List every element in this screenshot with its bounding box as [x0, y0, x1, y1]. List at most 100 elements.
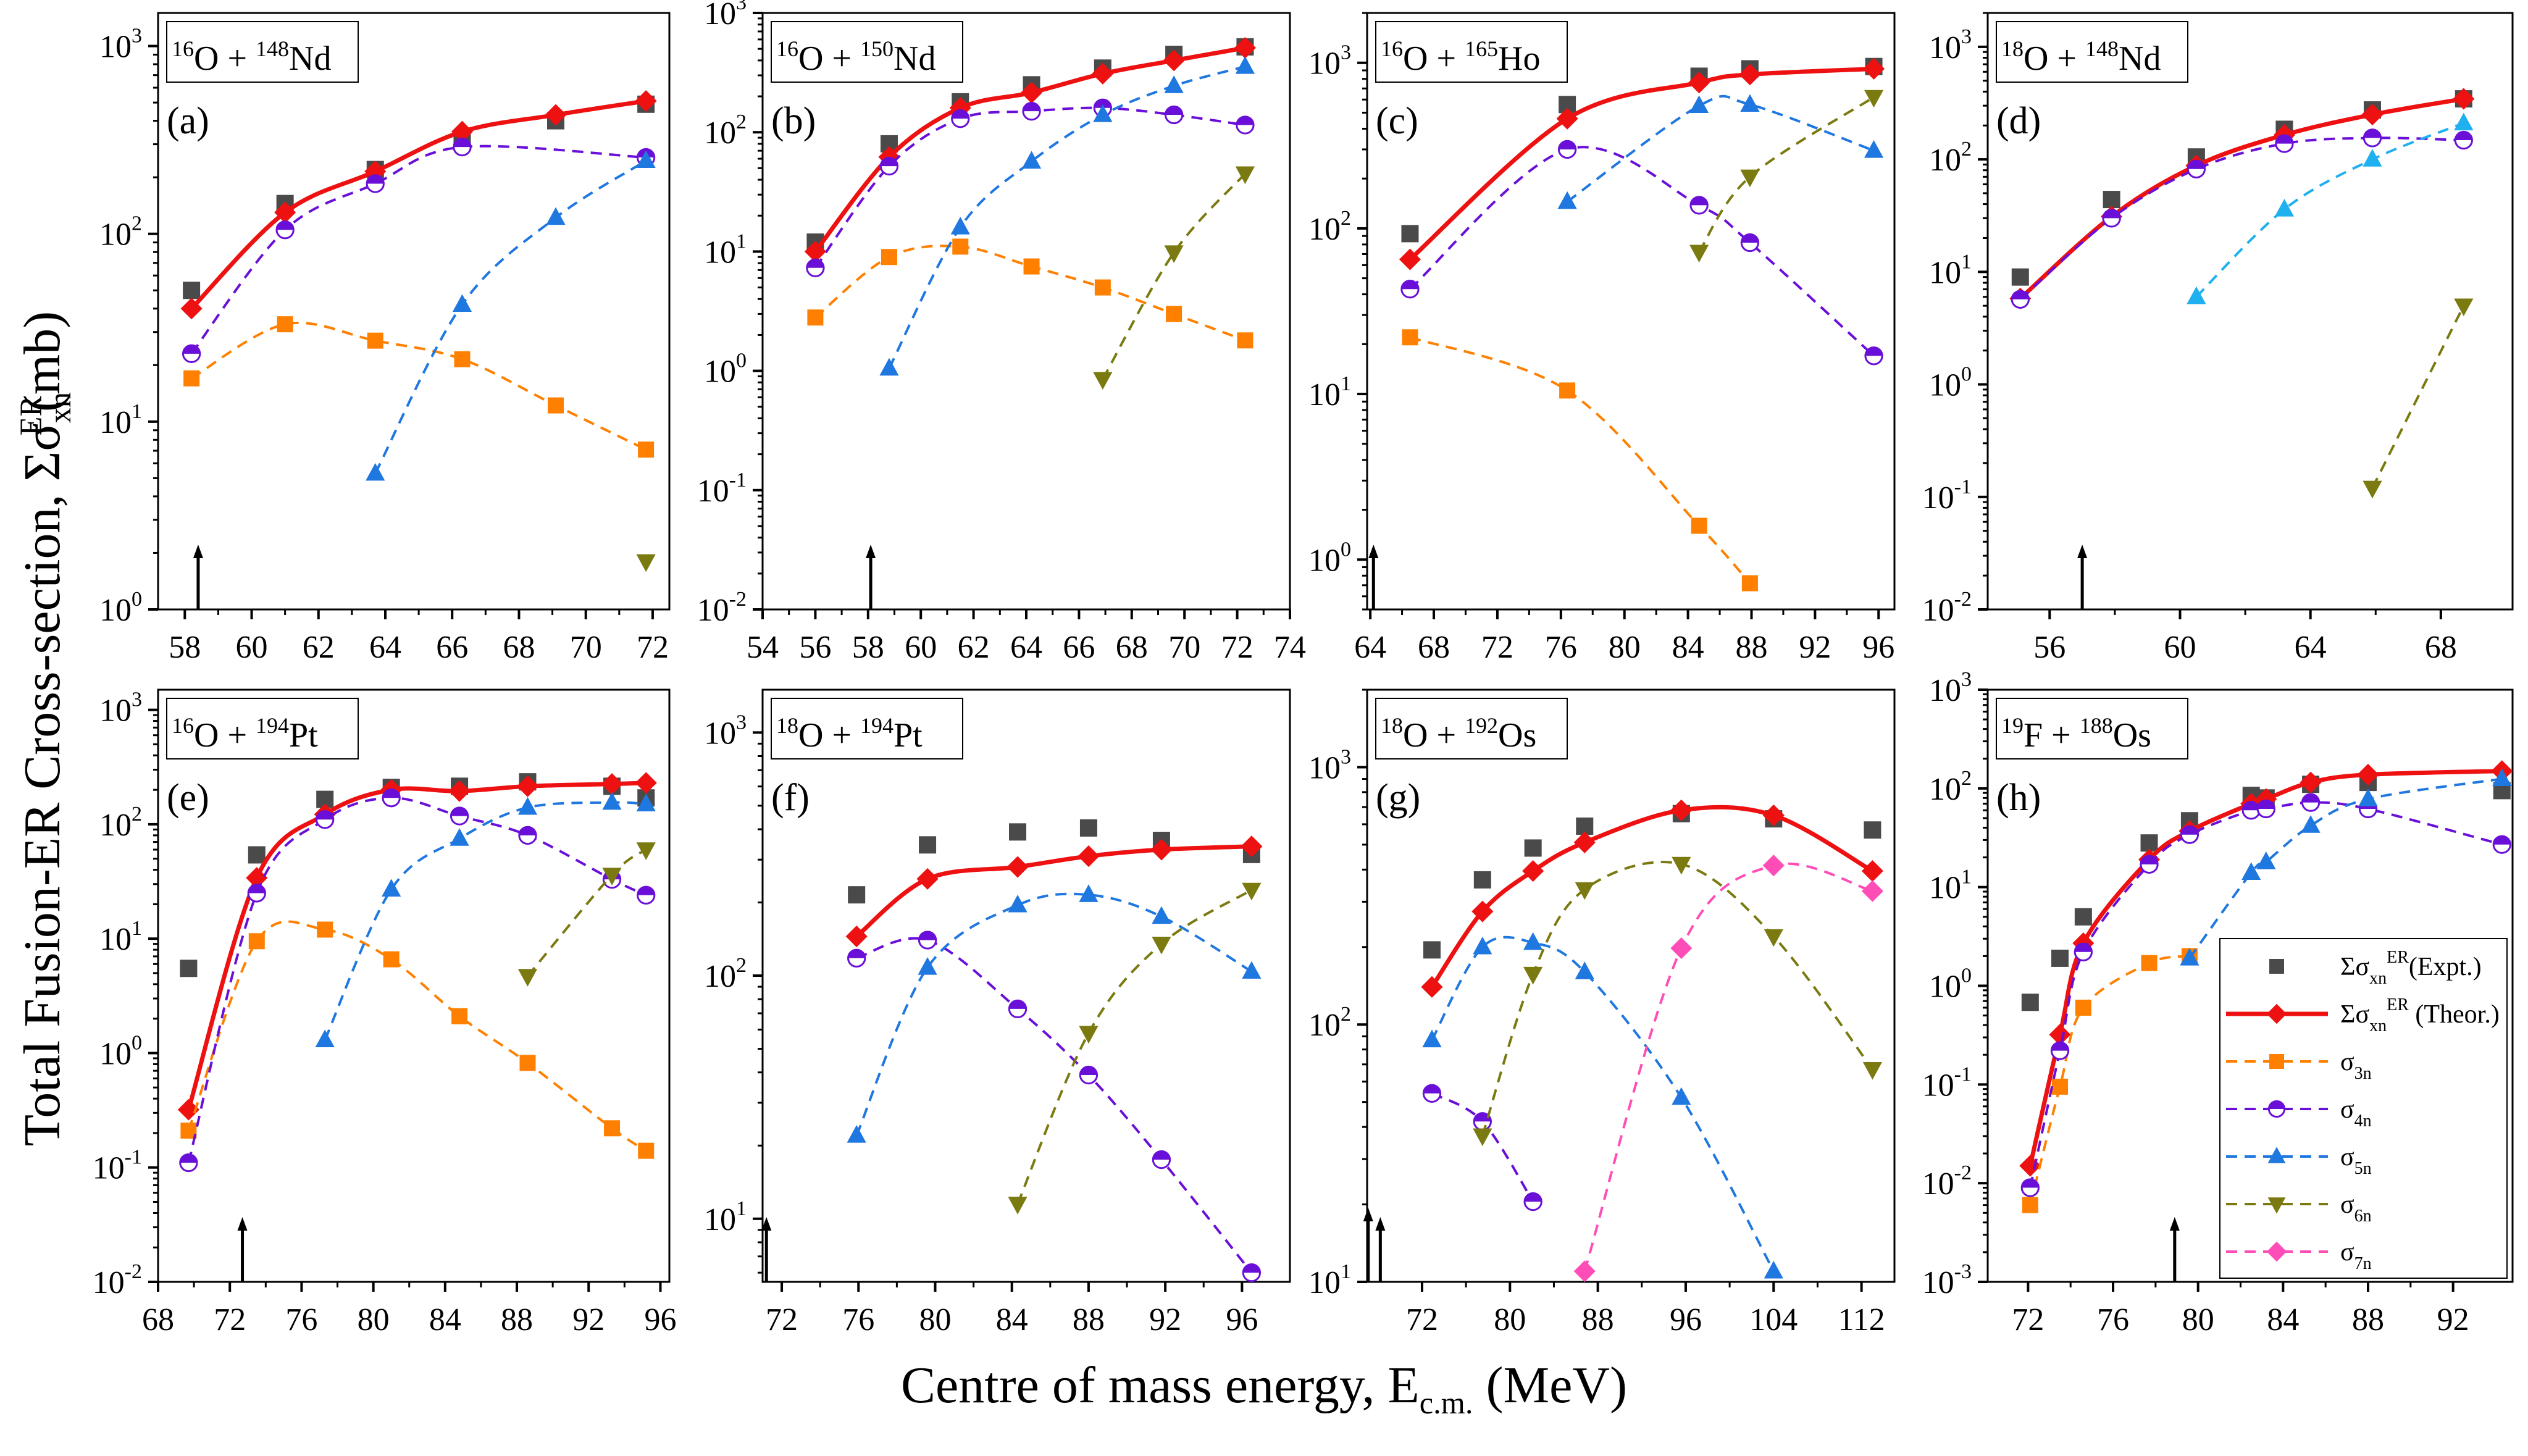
plot-frame [761, 688, 1291, 1283]
data-point-s3n [454, 351, 471, 367]
projectile-mass: 19 [2001, 713, 2024, 738]
data-point-s4n [2363, 128, 2382, 148]
data-point-s3n [1237, 332, 1254, 349]
y-tick-exponent: -2 [1954, 1161, 1972, 1184]
y-tick-base: 10 [99, 1036, 132, 1071]
data-point-theor [2357, 763, 2379, 786]
x-tick-label: 72 [2012, 1302, 2044, 1337]
plot-frame [157, 688, 671, 1283]
data-point-s4n [1557, 140, 1577, 159]
series-line-s5n [374, 159, 647, 474]
x-tick-label: 76 [2097, 1302, 2129, 1337]
x-tick-label: 58 [169, 630, 201, 665]
y-tick-label: 102 [704, 111, 747, 151]
y-tick-base: 10 [704, 959, 736, 994]
x-tick-label: 64 [369, 630, 401, 665]
x-tick-label: 76 [1545, 630, 1577, 665]
data-point-s6n [602, 868, 622, 886]
y-tick-exponent: 3 [132, 25, 142, 48]
data-point-expt [1423, 941, 1441, 959]
y-tick-label: 103 [1929, 668, 1972, 708]
y-tick-base: 10 [1922, 1265, 1954, 1300]
data-point-s3n [1691, 517, 1707, 534]
y-tick-label: 100 [1308, 538, 1351, 578]
series-line-s4n [1431, 1092, 1534, 1203]
data-point-s4n [847, 948, 866, 968]
y-tick-base: 10 [1308, 212, 1341, 247]
data-point-theor [177, 1098, 199, 1121]
x-tick-label: 72 [1406, 1302, 1438, 1337]
y-tick-label: 10-1 [93, 1146, 142, 1186]
barrier-arrow-head [1375, 1217, 1386, 1231]
marker-fill [2302, 793, 2319, 803]
x-tick-label: 66 [1063, 630, 1095, 665]
data-point-s4n [247, 884, 266, 903]
y-tick-base: 10 [1929, 368, 1961, 403]
x-tick-label: 68 [1418, 630, 1450, 665]
legend-marker [2267, 1197, 2286, 1214]
y-axis-title-text: Total Fusion-ER Cross-section, [14, 481, 71, 1147]
series-line-s4n [1409, 146, 1875, 357]
projectile-mass: 18 [2001, 36, 2024, 61]
marker-fill [1023, 103, 1040, 112]
x-axis-title: Centre of mass energy, Ec.m. (MeV) [0, 1355, 2528, 1421]
data-point-s3n [1023, 258, 1040, 275]
data-point-s6n [1689, 245, 1709, 263]
y-tick-exponent: -3 [1954, 1260, 1972, 1283]
data-point-expt [2011, 268, 2029, 286]
target-mass: 194 [860, 713, 894, 738]
data-point-s3n [248, 933, 265, 950]
marker-fill [383, 789, 400, 798]
data-point-s3n [2075, 999, 2091, 1016]
y-tick-label: 103 [99, 25, 142, 65]
data-point-s4n [1740, 233, 1760, 253]
y-tick-label: 10-2 [93, 1260, 142, 1300]
y-tick-base: 10 [1308, 543, 1341, 578]
data-point-expt [848, 886, 866, 904]
y-tick-exponent: 1 [132, 917, 142, 940]
data-point-expt [1473, 871, 1491, 889]
y-tick-exponent: 0 [736, 349, 747, 372]
y-tick-base: 10 [704, 235, 736, 270]
panel-title-box [771, 698, 963, 759]
data-point-s3n [604, 1120, 621, 1137]
data-point-s7n [1861, 880, 1883, 902]
legend-sub: 5n [2354, 1159, 2372, 1178]
legend: ΣσxnER(Expt.)ΣσxnER (Theor.)σ3nσ4nσ5nσ6n… [2219, 938, 2508, 1279]
data-point-theor [1078, 845, 1100, 868]
y-tick-base: 10 [1922, 593, 1954, 628]
y-tick-label: 10-2 [1922, 588, 1972, 628]
series-line-s4n [2019, 136, 2464, 301]
series-line-s5n_d [2195, 122, 2464, 298]
panel-e: 68 72 76 80 84 88 92 9610-210-110010110210316O … [93, 688, 677, 1337]
legend-label: σ7n [2340, 1238, 2372, 1273]
data-point-s4n [2492, 835, 2511, 854]
y-tick-label: 100 [99, 1031, 142, 1071]
y-tick-label: 101 [99, 917, 142, 957]
y-tick-exponent: 2 [736, 954, 747, 977]
y-tick-base: 10 [99, 808, 132, 843]
data-point-expt [1864, 821, 1881, 839]
data-point-theor [949, 97, 971, 119]
x-tick-label: 56 [2033, 630, 2066, 665]
y-axis-title-sup: ER [14, 396, 48, 436]
y-axis-title: Total Fusion-ER Cross-section, ΣσxnER (m… [12, 311, 78, 1146]
data-point-s5n [636, 150, 656, 169]
marker-fill [2269, 1101, 2285, 1109]
data-point-s4n [1008, 999, 1028, 1019]
legend-label: ΣσxnER(Expt.) [2340, 948, 2482, 988]
x-tick-label: 74 [1274, 630, 1306, 665]
x-tick-label: 88 [1582, 1302, 1614, 1337]
x-tick-label: 60 [905, 630, 937, 665]
y-tick-exponent: 3 [1341, 745, 1351, 768]
marker-fill [1165, 106, 1182, 115]
y-tick-label: 100 [1929, 964, 1972, 1005]
data-point-s4n [275, 220, 295, 240]
data-point-s6n [1523, 966, 1543, 985]
data-point-s5n [2358, 789, 2378, 806]
x-tick-label: 80 [2182, 1302, 2214, 1337]
series-group [2019, 760, 2513, 1213]
data-point-theor [2049, 1024, 2071, 1046]
legend-item-s7n: σ7n [2226, 1238, 2372, 1273]
